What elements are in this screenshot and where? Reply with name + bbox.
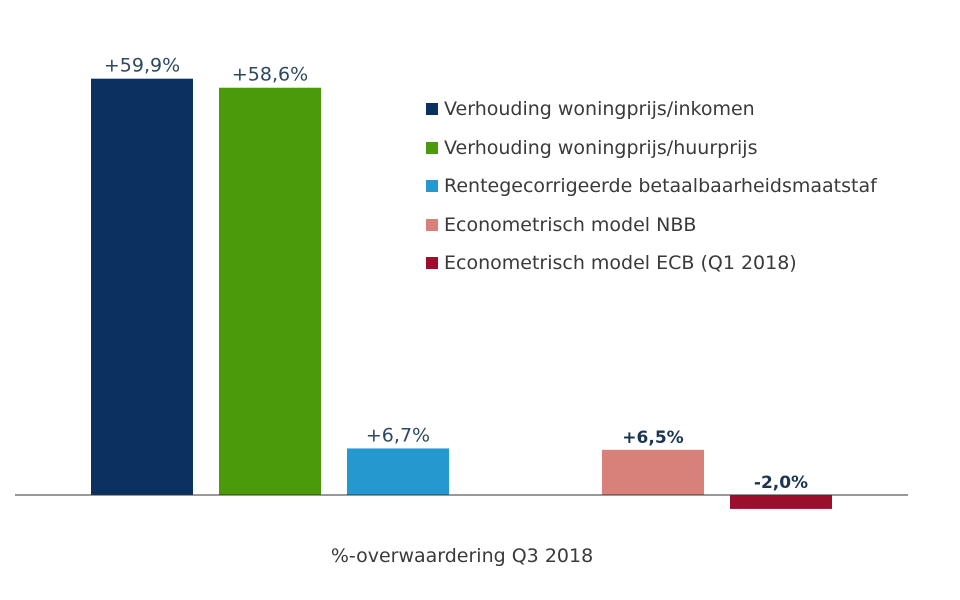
bar-3 [347,448,449,495]
data-label-1: +59,9% [104,55,180,77]
legend-swatch [426,257,438,270]
data-label-3: +6,7% [366,424,430,446]
legend-item: Econometrisch model ECB (Q1 2018) [426,244,877,283]
legend-swatch [426,103,438,116]
bar-5 [730,495,832,509]
chart-legend: Verhouding woningprijs/inkomen Verhouding… [426,90,877,283]
bar-2 [219,87,321,495]
data-label-5: -2,0% [754,473,808,493]
legend-label: Econometrisch model NBB [444,213,697,236]
x-axis-label: %-overwaardering Q3 2018 [330,545,594,567]
bar-4 [602,449,704,495]
legend-label: Rentegecorrigeerde betaalbaarheidsmaatst… [444,175,877,198]
data-label-4: +6,5% [622,428,683,448]
legend-item: Econometrisch model NBB [426,206,877,245]
bar-1 [91,78,193,495]
data-label-2: +58,6% [232,64,308,86]
legend-swatch [426,218,438,231]
legend-item: Verhouding woningprijs/huurprijs [426,129,877,168]
legend-swatch [426,180,438,193]
legend-label: Verhouding woningprijs/inkomen [444,98,755,121]
legend-item: Verhouding woningprijs/inkomen [426,90,877,129]
legend-label: Verhouding woningprijs/huurprijs [444,136,758,159]
legend-swatch [426,141,438,154]
legend-label: Econometrisch model ECB (Q1 2018) [444,252,797,275]
legend-item: Rentegecorrigeerde betaalbaarheidsmaatst… [426,167,877,206]
